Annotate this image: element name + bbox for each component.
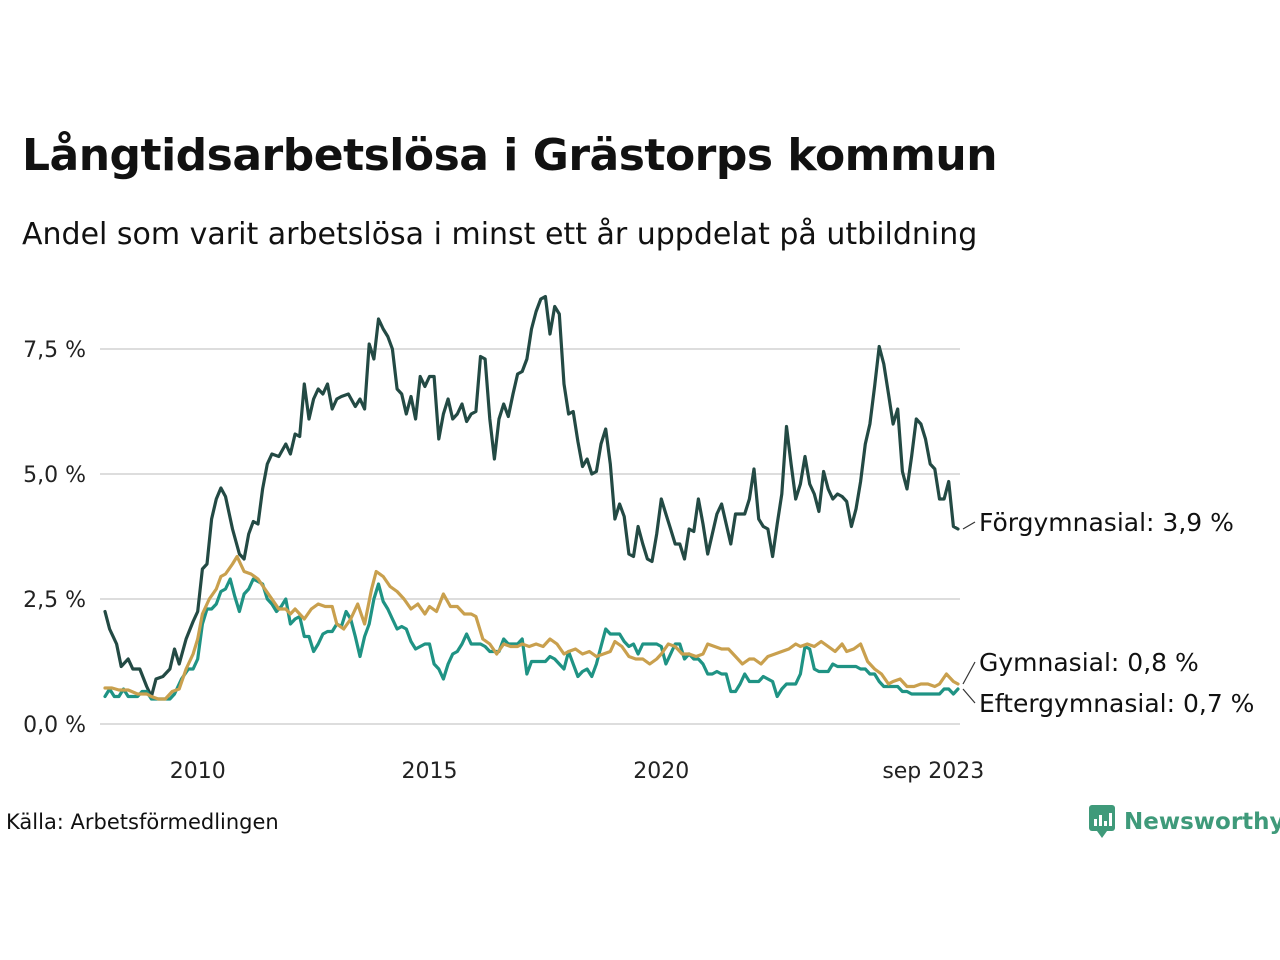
x-axis-ticks: 2010 2015 2020 sep 2023 — [170, 759, 985, 784]
end-label-gymnasial: Gymnasial: 0,8 % — [979, 648, 1199, 677]
newsworthy-logo: Newsworthy — [1088, 804, 1280, 840]
end-labels: Förgymnasial: 3,9 % Gymnasial: 0,8 % Efter… — [962, 508, 1254, 718]
end-label-connector-0 — [962, 521, 976, 530]
chart-title: Långtidsarbetslösa i Grästorps kommun — [22, 130, 998, 181]
newsworthy-logo-text: Newsworthy — [1124, 809, 1280, 835]
series-lines — [103, 294, 960, 701]
x-tick-label-1: 2015 — [402, 759, 458, 784]
chart-subtitle: Andel som varit arbetslösa i minst ett å… — [22, 217, 978, 252]
source-note: Källa: Arbetsförmedlingen — [6, 810, 279, 834]
series-line-förgymnasial — [103, 294, 960, 699]
x-tick-label-2: 2020 — [633, 759, 689, 784]
y-tick-label-2: 5,0 % — [23, 463, 86, 488]
newsworthy-logo-icon — [1089, 805, 1115, 838]
y-tick-label-0: 0,0 % — [23, 713, 86, 738]
y-tick-label-1: 2,5 % — [23, 588, 86, 613]
y-axis-ticks: 0,0 % 2,5 % 5,0 % 7,5 % — [23, 338, 86, 738]
x-tick-label-0: 2010 — [170, 759, 226, 784]
end-label-förgymnasial: Förgymnasial: 3,9 % — [979, 508, 1234, 537]
x-tick-label-3: sep 2023 — [882, 759, 984, 784]
series-line-eftergymnasial — [103, 577, 960, 701]
y-tick-label-3: 7,5 % — [23, 338, 86, 363]
end-label-eftergymnasial: Eftergymnasial: 0,7 % — [979, 689, 1254, 718]
series-line-gymnasial — [103, 554, 960, 701]
end-label-connector-1 — [962, 661, 976, 685]
end-label-connector-2 — [962, 688, 976, 704]
